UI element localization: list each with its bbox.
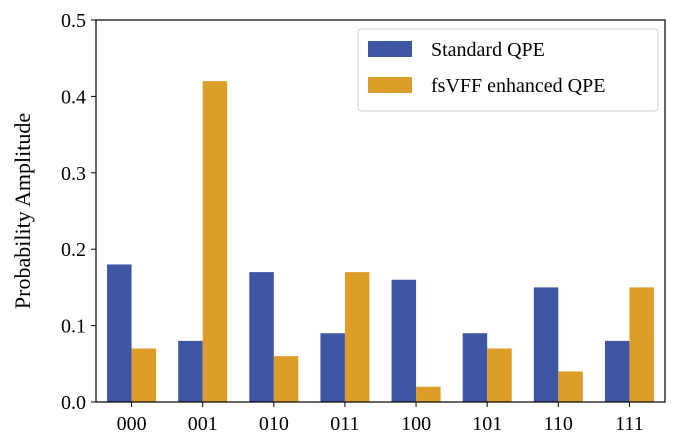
- legend: Standard QPE fsVFF enhanced QPE: [357, 28, 659, 112]
- legend-entries: Standard QPE fsVFF enhanced QPE: [368, 39, 605, 97]
- bar-standard-110: [533, 287, 559, 402]
- y-tick-label: 0.0: [61, 392, 86, 414]
- bar-standard-101: [462, 333, 488, 402]
- ticks-layer: 0.0 0.1 0.2 0.3 0.4 0.5 000 001 010 011 100 101 110 1…: [61, 10, 644, 435]
- bar-fsvff-010: [273, 356, 299, 402]
- x-tick-label-100: 100: [401, 413, 431, 435]
- x-tick-label-001: 001: [188, 413, 218, 435]
- x-tick-label-111: 111: [615, 413, 644, 435]
- bar-fsvff-100: [416, 386, 441, 402]
- legend-label-standard: Standard QPE: [431, 39, 545, 61]
- x-tick-label-110: 110: [544, 413, 573, 435]
- bar-standard-100: [391, 279, 417, 402]
- y-tick-label: 0.1: [61, 316, 86, 338]
- axes-layer: [95, 19, 666, 403]
- legend-swatch-standard: [368, 41, 412, 57]
- bar-fsvff-101: [487, 348, 512, 402]
- x-tick-label-011: 011: [330, 413, 359, 435]
- bar-standard-001: [178, 340, 203, 402]
- legend-swatch-fsvff: [368, 77, 412, 93]
- legend-label-fsvff: fsVFF enhanced QPE: [431, 75, 605, 97]
- bar-fsvff-111: [629, 287, 654, 402]
- y-tick-label: 0.4: [61, 86, 86, 108]
- x-tick-label-101: 101: [472, 413, 502, 435]
- y-tick-label: 0.3: [61, 163, 86, 185]
- y-tick-label: 0.2: [61, 239, 86, 261]
- bar-fsvff-011: [344, 272, 370, 402]
- bar-fsvff-001: [202, 81, 228, 403]
- plot-frame: [95, 19, 666, 403]
- bar-fsvff-110: [558, 371, 583, 402]
- y-tick-label: 0.5: [61, 10, 86, 32]
- y-axis-label: Probability Amplitude: [10, 113, 35, 309]
- bars-layer: [107, 81, 654, 403]
- x-tick-label-000: 000: [117, 413, 147, 435]
- bar-standard-010: [249, 272, 274, 402]
- bar-fsvff-000: [131, 348, 157, 402]
- bar-standard-000: [107, 264, 132, 402]
- bar-standard-011: [320, 333, 345, 402]
- legend-box: [357, 28, 659, 112]
- x-tick-label-010: 010: [259, 413, 289, 435]
- bar-standard-111: [604, 340, 630, 402]
